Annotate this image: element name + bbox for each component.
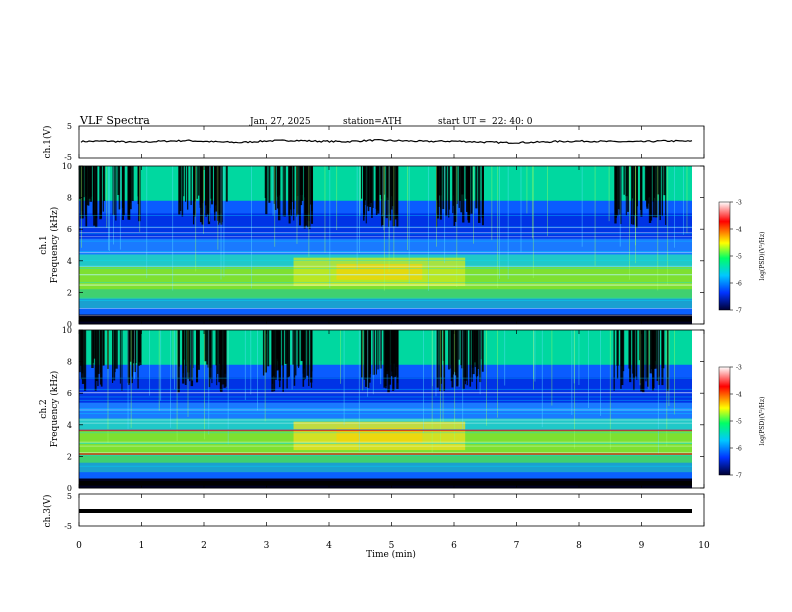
ch1-colorbar-label: log(PSD)(V²/Hz) bbox=[759, 232, 766, 281]
time-tick-label: 3 bbox=[264, 541, 270, 551]
start-ut-time: 22: 40: 0 bbox=[492, 117, 533, 127]
freq-tick-label: 2 bbox=[67, 452, 72, 461]
ch1-ytick-bottom: -5 bbox=[64, 153, 72, 162]
ch1-channel-label: ch.1 bbox=[39, 235, 49, 254]
freq-tick-label: 0 bbox=[67, 484, 72, 493]
freq-tick-label: 0 bbox=[67, 320, 72, 329]
time-tick-label: 1 bbox=[139, 541, 145, 551]
ch2-colorbar-ramp bbox=[718, 366, 731, 476]
ch1-freq-ylabel: Frequency (kHz) bbox=[49, 207, 60, 284]
ch2-colorbar: log(PSD)(V²/Hz) -3 -4 -5 -6 -7 bbox=[718, 365, 766, 480]
figure-title: VLF Spectra bbox=[79, 114, 150, 127]
time-tick-label: 7 bbox=[514, 541, 520, 551]
freq-tick-label: 8 bbox=[67, 194, 72, 203]
time-tick-label: 2 bbox=[201, 541, 207, 551]
ch1-ytick-top: 5 bbox=[67, 122, 72, 131]
colorbar-tick-label: -7 bbox=[736, 473, 742, 480]
time-tick-label: 4 bbox=[326, 541, 332, 551]
start-ut-label: start UT = bbox=[438, 117, 486, 127]
time-tick-label: 0 bbox=[76, 541, 82, 551]
time-axis: 0 1 2 3 4 5 6 7 8 9 10 bbox=[76, 126, 710, 551]
time-axis-label: Time (min) bbox=[366, 549, 416, 560]
freq-tick-label: 4 bbox=[67, 257, 72, 266]
colorbar-tick-label: -6 bbox=[736, 446, 742, 453]
freq-tick-label: 2 bbox=[67, 288, 72, 297]
station-label: station=ATH bbox=[343, 117, 402, 127]
ch3-ytick-top: 5 bbox=[67, 492, 72, 501]
ch2-freq-ticks: 10 8 6 4 2 0 bbox=[62, 326, 704, 493]
freq-tick-label: 6 bbox=[67, 389, 72, 398]
time-tick-label: 9 bbox=[639, 541, 645, 551]
freq-tick-label: 8 bbox=[67, 358, 72, 367]
colorbar-tick-label: -4 bbox=[736, 227, 742, 234]
ch1-waveform-line bbox=[80, 138, 693, 145]
time-tick-label: 5 bbox=[389, 541, 395, 551]
freq-tick-label: 10 bbox=[62, 326, 72, 335]
colorbar-tick-label: -3 bbox=[736, 200, 742, 207]
ch3-ytick-bottom: -5 bbox=[64, 522, 72, 531]
freq-tick-label: 10 bbox=[62, 162, 72, 171]
ch1-freq-ticks: 10 8 6 4 2 0 bbox=[62, 162, 704, 329]
colorbar-tick-label: -3 bbox=[736, 365, 742, 372]
date-label: Jan. 27, 2025 bbox=[249, 117, 311, 127]
ch1-waveform-frame bbox=[78, 125, 705, 159]
time-tick-label: 8 bbox=[576, 541, 582, 551]
freq-tick-label: 4 bbox=[67, 421, 72, 430]
ch1-colorbar-ramp bbox=[718, 201, 731, 311]
colorbar-tick-label: -6 bbox=[736, 281, 742, 288]
colorbar-tick-label: -4 bbox=[736, 392, 742, 399]
colorbar-tick-label: -5 bbox=[736, 254, 742, 261]
ch2-spectrogram-panel: 10 8 6 4 2 0 ch.2 Frequency (kHz) bbox=[39, 326, 705, 493]
freq-tick-label: 6 bbox=[67, 225, 72, 234]
time-tick-label: 10 bbox=[698, 541, 710, 551]
ch3-waveform-ylabel: ch.3(V) bbox=[42, 495, 53, 528]
ch2-channel-label: ch.2 bbox=[39, 399, 49, 418]
time-tick-label: 6 bbox=[451, 541, 457, 551]
ch2-spectrogram-image bbox=[79, 330, 704, 489]
ch2-colorbar-label: log(PSD)(V²/Hz) bbox=[759, 397, 766, 446]
ch3-waveform-line bbox=[79, 509, 692, 513]
ch2-freq-ylabel: Frequency (kHz) bbox=[49, 371, 60, 448]
colorbar-tick-label: -5 bbox=[736, 419, 742, 426]
colorbar-tick-label: -7 bbox=[736, 308, 742, 315]
ch1-colorbar: log(PSD)(V²/Hz) -3 -4 -5 -6 -7 bbox=[718, 200, 766, 315]
ch1-spectrogram-panel: 10 8 6 4 2 0 ch.1 Frequency (kHz) bbox=[39, 162, 705, 329]
ch1-spectrogram-image bbox=[79, 166, 704, 325]
ch1-waveform-ylabel: ch.1(V) bbox=[42, 126, 53, 159]
